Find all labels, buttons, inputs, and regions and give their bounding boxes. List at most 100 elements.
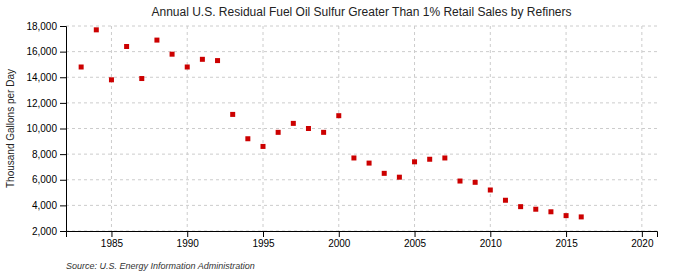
grid-line-y (66, 154, 657, 155)
point (306, 126, 311, 131)
y-tick-mark (60, 103, 66, 104)
grid-line-y (66, 205, 657, 206)
y-tick-mark (60, 26, 66, 27)
point (564, 213, 569, 218)
point (367, 161, 372, 166)
point (154, 38, 159, 43)
y-axis-line (60, 27, 67, 232)
y-tick-label: 18,000 (26, 21, 57, 32)
x-tick-mark (263, 231, 264, 237)
grid-line-y (66, 77, 657, 78)
x-tick-label: 2010 (480, 238, 503, 249)
x-tick-mark (642, 231, 643, 237)
point (200, 57, 205, 62)
y-tick-mark (60, 231, 66, 232)
y-tick: 18,000 (26, 21, 66, 32)
point (94, 27, 99, 32)
y-axis: 2,000 4,000 6,000 8,000 10,000 12,000 14,000 16… (26, 21, 66, 237)
point (79, 65, 84, 70)
point (261, 144, 266, 149)
x-tick: 2020 (631, 231, 654, 249)
point (185, 65, 190, 70)
point (518, 204, 523, 209)
y-tick-mark (60, 129, 66, 130)
y-tick-label: 16,000 (26, 46, 57, 57)
y-tick-label: 2,000 (32, 226, 57, 237)
x-tick-mark (339, 231, 340, 237)
y-tick-mark (60, 180, 66, 181)
point (548, 209, 553, 214)
grid-line-y (66, 102, 657, 103)
point (427, 157, 432, 162)
point (109, 77, 114, 82)
x-tick-label: 2020 (631, 238, 654, 249)
grid-line-y (66, 26, 657, 27)
y-tick: 10,000 (26, 123, 66, 134)
point (139, 76, 144, 81)
grid-line-y (66, 128, 657, 129)
y-tick: 6,000 (32, 174, 66, 185)
y-tick: 16,000 (26, 46, 66, 57)
x-tick-mark (111, 231, 112, 237)
y-tick-mark (60, 52, 66, 53)
point (442, 155, 447, 160)
point (579, 214, 584, 219)
chart: 1985 1990 1995 2000 2005 2010 2015 2020 2,000 4,0… (0, 0, 675, 275)
point (276, 130, 281, 135)
y-tick-mark (60, 205, 66, 206)
y-tick: 8,000 (32, 149, 66, 160)
y-tick-label: 6,000 (32, 174, 57, 185)
y-tick-label: 12,000 (26, 98, 57, 109)
x-tick-label: 2000 (328, 238, 351, 249)
title: Annual U.S. Residual Fuel Oil Sulfur Gre… (152, 5, 572, 19)
y-tick: 14,000 (26, 72, 66, 83)
x-tick-label: 1985 (101, 238, 124, 249)
x-tick-label: 1995 (252, 238, 275, 249)
x-tick: 2010 (480, 231, 503, 249)
x-tick: 2005 (404, 231, 427, 249)
grid-line-y (66, 51, 657, 52)
x-tick: 1990 (177, 231, 200, 249)
point (533, 207, 538, 212)
x-tick-mark (187, 231, 188, 237)
x-tick-label: 1990 (177, 238, 200, 249)
point (458, 179, 463, 184)
y-tick-label: 14,000 (26, 72, 57, 83)
x-tick: 1995 (252, 231, 275, 249)
y-tick: 4,000 (32, 200, 66, 211)
point (336, 113, 341, 118)
y-tick: 12,000 (26, 98, 66, 109)
x-tick: 2015 (555, 231, 578, 249)
x-tick-mark (490, 231, 491, 237)
point (245, 136, 250, 141)
point (382, 171, 387, 176)
point (397, 175, 402, 180)
point (170, 52, 175, 57)
y-tick: 2,000 (32, 226, 66, 237)
grid-line-x (490, 26, 491, 231)
grid-line-y (66, 179, 657, 180)
point (503, 198, 508, 203)
source: Source: U.S. Energy Information Administ… (66, 261, 255, 271)
y-axis-title: Thousand Gallons per Day (5, 69, 16, 188)
points (79, 27, 584, 219)
point (488, 188, 493, 193)
point (215, 58, 220, 63)
y-tick-mark (60, 77, 66, 78)
y-tick-label: 10,000 (26, 123, 57, 134)
x-tick-label: 2005 (404, 238, 427, 249)
x-tick-label: 2015 (555, 238, 578, 249)
point (124, 44, 129, 49)
grid (66, 26, 657, 231)
grid-line-x (263, 26, 264, 231)
x-tick-mark (566, 231, 567, 237)
x-axis: 1985 1990 1995 2000 2005 2010 2015 2020 (67, 231, 658, 249)
point (473, 180, 478, 185)
x-tick-mark (415, 231, 416, 237)
x-axis-line (67, 232, 658, 238)
grid-line-x (111, 26, 112, 231)
point (412, 159, 417, 164)
x-tick: 2000 (328, 231, 351, 249)
point (230, 112, 235, 117)
point (351, 155, 356, 160)
